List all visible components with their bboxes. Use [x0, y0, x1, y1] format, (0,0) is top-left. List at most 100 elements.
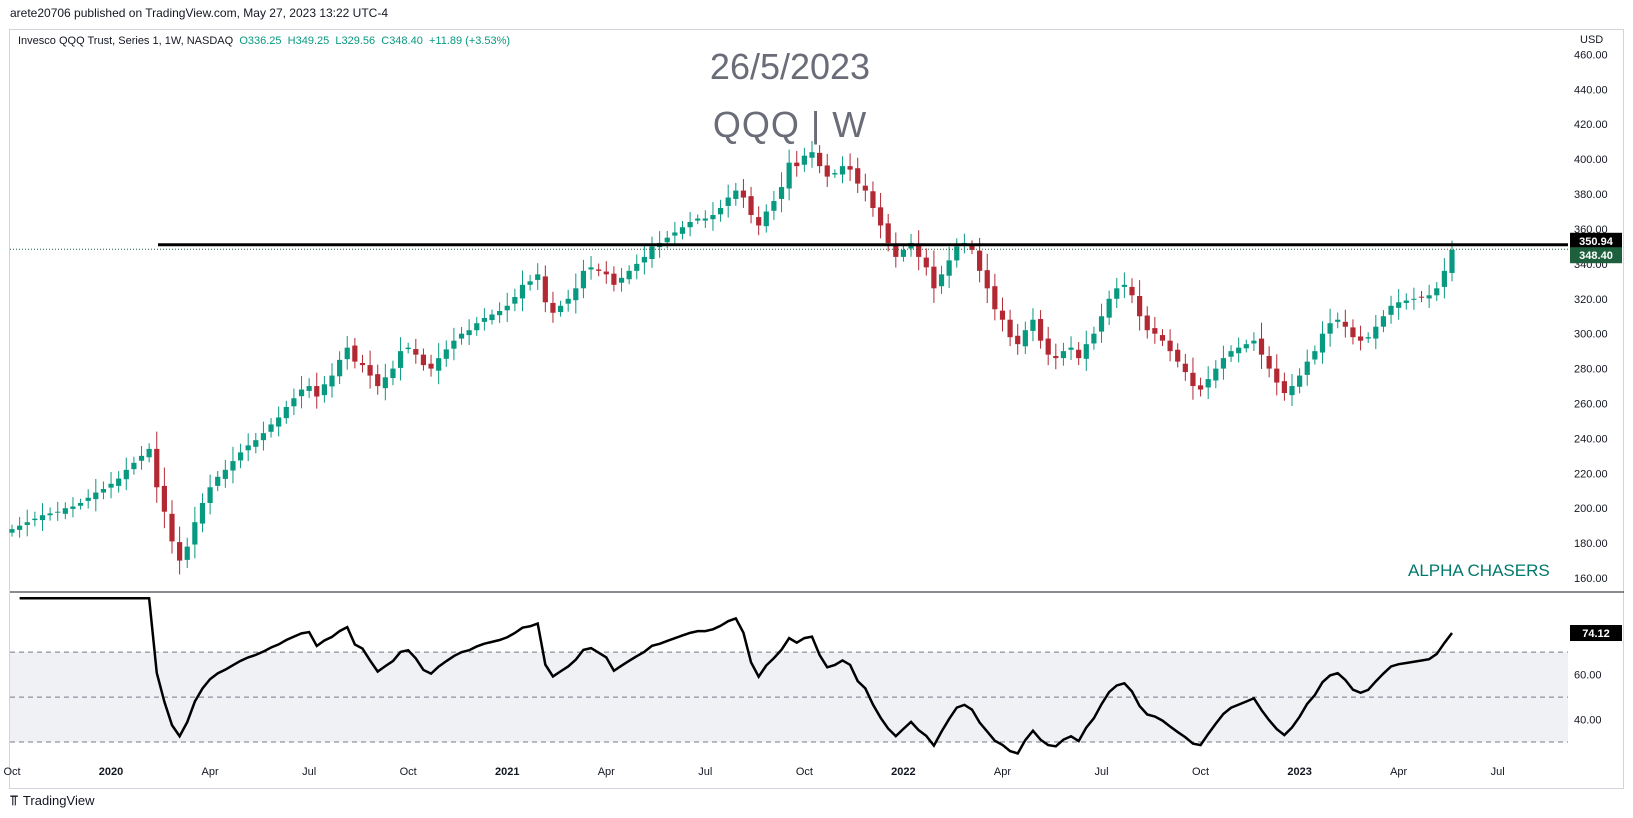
rsi-value-tag: 74.12 — [1582, 628, 1610, 640]
candle-body — [17, 525, 23, 530]
candle-body — [1083, 344, 1089, 359]
candle-body — [413, 349, 419, 355]
legend-close: C348.40 — [381, 35, 423, 47]
candle-body — [32, 518, 38, 521]
candle-body — [230, 461, 236, 471]
candle-body — [306, 386, 312, 391]
legend-low: L329.56 — [335, 35, 376, 47]
last-price-tag-bg — [1570, 247, 1622, 264]
price-tick-label: 440.00 — [1574, 84, 1608, 96]
time-tick-label: Jul — [302, 766, 316, 778]
price-tick-label: 400.00 — [1574, 154, 1608, 166]
candle-body — [397, 351, 404, 368]
candle-body — [1175, 349, 1181, 362]
candle-body — [809, 152, 815, 158]
candle-body — [786, 162, 792, 189]
candle-body — [847, 166, 853, 170]
candle-body — [199, 502, 206, 524]
candle-body — [344, 347, 350, 360]
candle-body — [535, 274, 541, 280]
price-tick-label: 300.00 — [1574, 329, 1608, 341]
candle-body — [24, 522, 30, 525]
candle-body — [1251, 340, 1257, 344]
candle-body — [237, 452, 244, 461]
price-tick-label: 460.00 — [1574, 49, 1608, 61]
candle-body — [443, 349, 449, 359]
candle-body — [62, 508, 68, 514]
footer: ⫪ TradingView — [10, 792, 94, 809]
candle-body — [832, 173, 838, 175]
candle-body — [154, 448, 160, 488]
legend-high: H349.25 — [287, 35, 330, 47]
candle-body — [1357, 336, 1364, 341]
candle-body — [740, 190, 747, 198]
candle-body — [276, 417, 282, 427]
legend-change: +11.89 (+3.53%) — [428, 35, 511, 47]
candle-body — [702, 218, 708, 221]
candle-body — [329, 375, 335, 387]
candle-body — [390, 368, 396, 379]
candle-body — [1129, 286, 1135, 296]
candle-body — [100, 489, 107, 493]
time-tick-label: Jul — [1094, 766, 1108, 778]
currency-label[interactable]: USD — [1580, 34, 1604, 46]
candle-body — [641, 256, 647, 263]
candle-body — [1365, 337, 1371, 339]
candle-body — [1091, 333, 1097, 344]
time-tick-label: Jul — [698, 766, 712, 778]
time-tick-label: Oct — [1192, 766, 1209, 778]
candle-body — [573, 288, 579, 301]
candle-body — [138, 455, 145, 461]
candle-body — [565, 298, 571, 304]
candle-body — [1441, 270, 1447, 287]
candle-body — [161, 485, 167, 512]
candle-body — [497, 311, 503, 316]
candle-body — [679, 227, 686, 234]
candle-body — [1380, 316, 1387, 327]
candle-body — [1144, 315, 1150, 331]
time-tick-label: 2020 — [99, 766, 123, 778]
candle-body — [1396, 302, 1402, 308]
candle-body — [1297, 375, 1303, 387]
candle-body — [207, 487, 213, 503]
candle-body — [1068, 347, 1074, 350]
candle-body — [222, 469, 228, 479]
candle-body — [1403, 300, 1409, 303]
candle-body — [923, 257, 929, 268]
candle-body — [1258, 338, 1265, 355]
rsi-tick-label: 40.00 — [1574, 715, 1602, 727]
candle-body — [1418, 296, 1425, 298]
candle-body — [817, 152, 823, 167]
symbol-name[interactable]: Invesco QQQ Trust, Series 1, 1W, NASDAQ — [18, 35, 234, 47]
candle-body — [47, 513, 53, 516]
candle-body — [177, 542, 183, 561]
candle-body — [519, 284, 526, 299]
candle-body — [916, 245, 922, 257]
candle-body — [1137, 295, 1143, 317]
candle-body — [626, 270, 632, 280]
candle-body — [885, 223, 891, 243]
candle-body — [489, 314, 495, 321]
time-tick-label: 2022 — [891, 766, 915, 778]
candle-body — [984, 270, 990, 289]
candle-body — [1388, 305, 1394, 315]
candle-body — [283, 406, 289, 419]
candle-body — [1327, 323, 1333, 334]
candle-body — [763, 211, 769, 227]
footer-brand[interactable]: TradingView — [22, 793, 95, 808]
candle-body — [1220, 358, 1227, 369]
candle-body — [687, 221, 693, 228]
candle-body — [1030, 319, 1036, 331]
candle-body — [1015, 335, 1021, 345]
candle-body — [710, 215, 716, 220]
candle-body — [756, 217, 762, 226]
candle-body — [839, 166, 846, 175]
candle-body — [557, 305, 564, 313]
candle-body — [1098, 316, 1105, 332]
candle-body — [977, 250, 983, 271]
candle-body — [428, 363, 434, 369]
signature-text: ALPHA CHASERS — [1408, 561, 1550, 580]
chart-svg[interactable]: 160.00 180.00 200.00 220.00 240.00 260.00 280.… — [0, 0, 1633, 790]
tradingview-logo-icon[interactable]: ⫪ — [10, 792, 18, 808]
symbol-legend[interactable]: Invesco QQQ Trust, Series 1, 1W, NASDAQ … — [18, 35, 510, 47]
